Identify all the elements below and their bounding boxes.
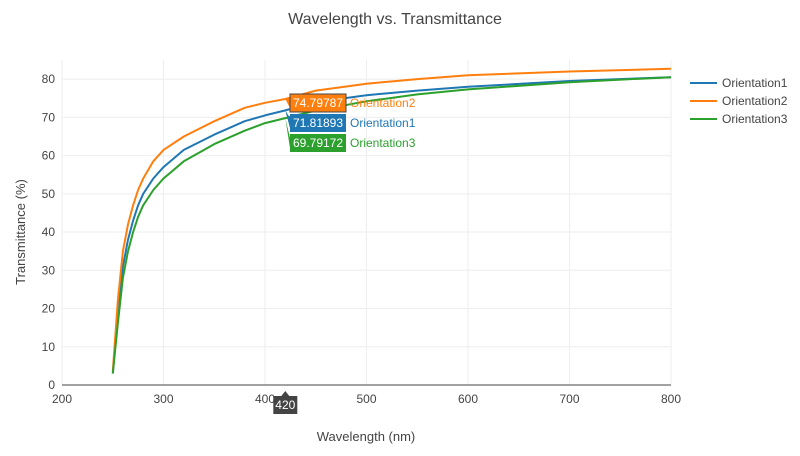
hover-series-name: Orientation3: [350, 136, 416, 150]
hover-pointer: [285, 110, 290, 128]
legend-label: Orientation3: [722, 112, 788, 126]
series-layer: [111, 67, 672, 374]
series-line-orientation1: [111, 76, 672, 374]
hover-label-box: [290, 134, 346, 152]
y-tick-label: 60: [42, 149, 56, 163]
grid: [61, 60, 672, 385]
x-hover-box: [273, 396, 298, 414]
chart-title: Wavelength vs. Transmittance: [288, 11, 502, 28]
hover-value: 74.79787: [293, 96, 343, 110]
y-tick-label: 20: [42, 302, 56, 316]
series-line-orientation2: [111, 67, 672, 372]
x-hover-pointer: [281, 391, 290, 396]
hover-pointer: [285, 98, 290, 108]
x-tick-label: 800: [661, 392, 681, 406]
y-axis-title: Transmittance (%): [13, 179, 28, 285]
hover-series-name: Orientation1: [350, 116, 416, 130]
hover-value: 69.79172: [293, 136, 343, 150]
x-tick-label: 200: [52, 392, 72, 406]
legend[interactable]: Orientation1 Orientation2 Orientation3: [690, 76, 788, 126]
x-hover-value: 420: [275, 398, 295, 412]
hover-layer: 74.79787 Orientation2 71.81893 Orientation1…: [273, 93, 416, 414]
x-tick-label: 600: [458, 392, 478, 406]
x-axis-title: Wavelength (nm): [317, 429, 416, 444]
legend-item-orientation1[interactable]: Orientation1: [690, 76, 788, 90]
legend-label: Orientation2: [722, 94, 788, 108]
y-tick-label: 30: [42, 263, 56, 277]
series-line-orientation3: [111, 76, 672, 374]
x-tick-label: 700: [559, 392, 579, 406]
legend-item-orientation2[interactable]: Orientation2: [690, 94, 788, 108]
hover-label-box: [290, 114, 346, 132]
y-tick-label: 70: [42, 110, 56, 124]
hover-series-name: Orientation2: [350, 96, 416, 110]
axes: 0 10 20 30 40 50 60 70 80 200 300 400 500 600 700 800: [42, 72, 682, 406]
legend-item-orientation3[interactable]: Orientation3: [690, 112, 788, 126]
hover-pointer: [285, 118, 290, 148]
hover-value: 71.81893: [293, 116, 343, 130]
x-tick-label: 400: [255, 392, 275, 406]
legend-label: Orientation1: [722, 76, 788, 90]
x-tick-label: 300: [153, 392, 173, 406]
x-tick-label: 500: [356, 392, 376, 406]
y-tick-label: 0: [48, 378, 55, 392]
y-tick-label: 50: [42, 187, 56, 201]
hover-label-box: [289, 93, 347, 113]
y-tick-label: 40: [42, 225, 56, 239]
y-tick-label: 80: [42, 72, 56, 86]
y-tick-label: 10: [42, 340, 56, 354]
